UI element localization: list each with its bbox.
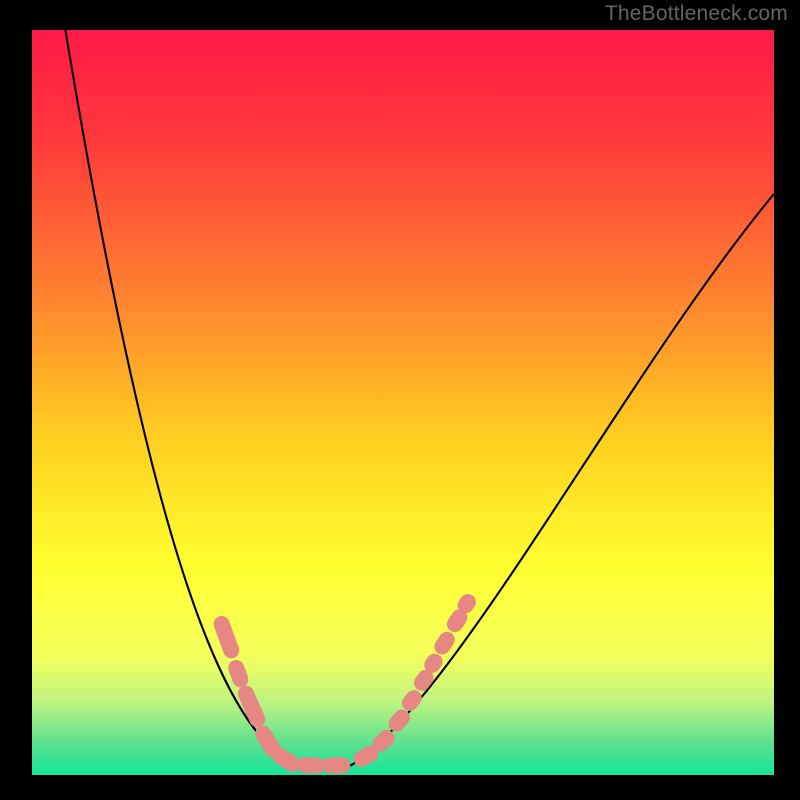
plot-background <box>32 30 774 775</box>
chart-container: TheBottleneck.com <box>0 0 800 800</box>
data-capsule <box>322 757 350 773</box>
bottleneck-chart <box>0 0 800 800</box>
data-capsule <box>297 757 326 774</box>
watermark-text: TheBottleneck.com <box>605 2 788 26</box>
